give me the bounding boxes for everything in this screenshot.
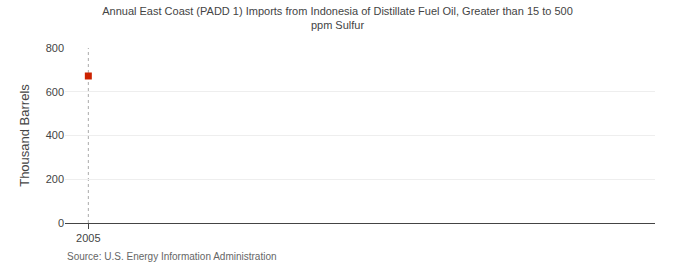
svg-text:Source: U.S. Energy Informatio: Source: U.S. Energy Information Administ… xyxy=(67,251,277,262)
svg-text:800: 800 xyxy=(46,42,64,54)
svg-text:Annual East Coast (PADD 1) Imp: Annual East Coast (PADD 1) Imports from … xyxy=(102,5,573,31)
svg-text:600: 600 xyxy=(46,86,64,98)
svg-text:Thousand Barrels: Thousand Barrels xyxy=(17,84,32,187)
svg-text:400: 400 xyxy=(46,129,64,141)
svg-text:0: 0 xyxy=(58,217,64,229)
svg-text:200: 200 xyxy=(46,173,64,185)
svg-text:2005: 2005 xyxy=(76,232,100,244)
